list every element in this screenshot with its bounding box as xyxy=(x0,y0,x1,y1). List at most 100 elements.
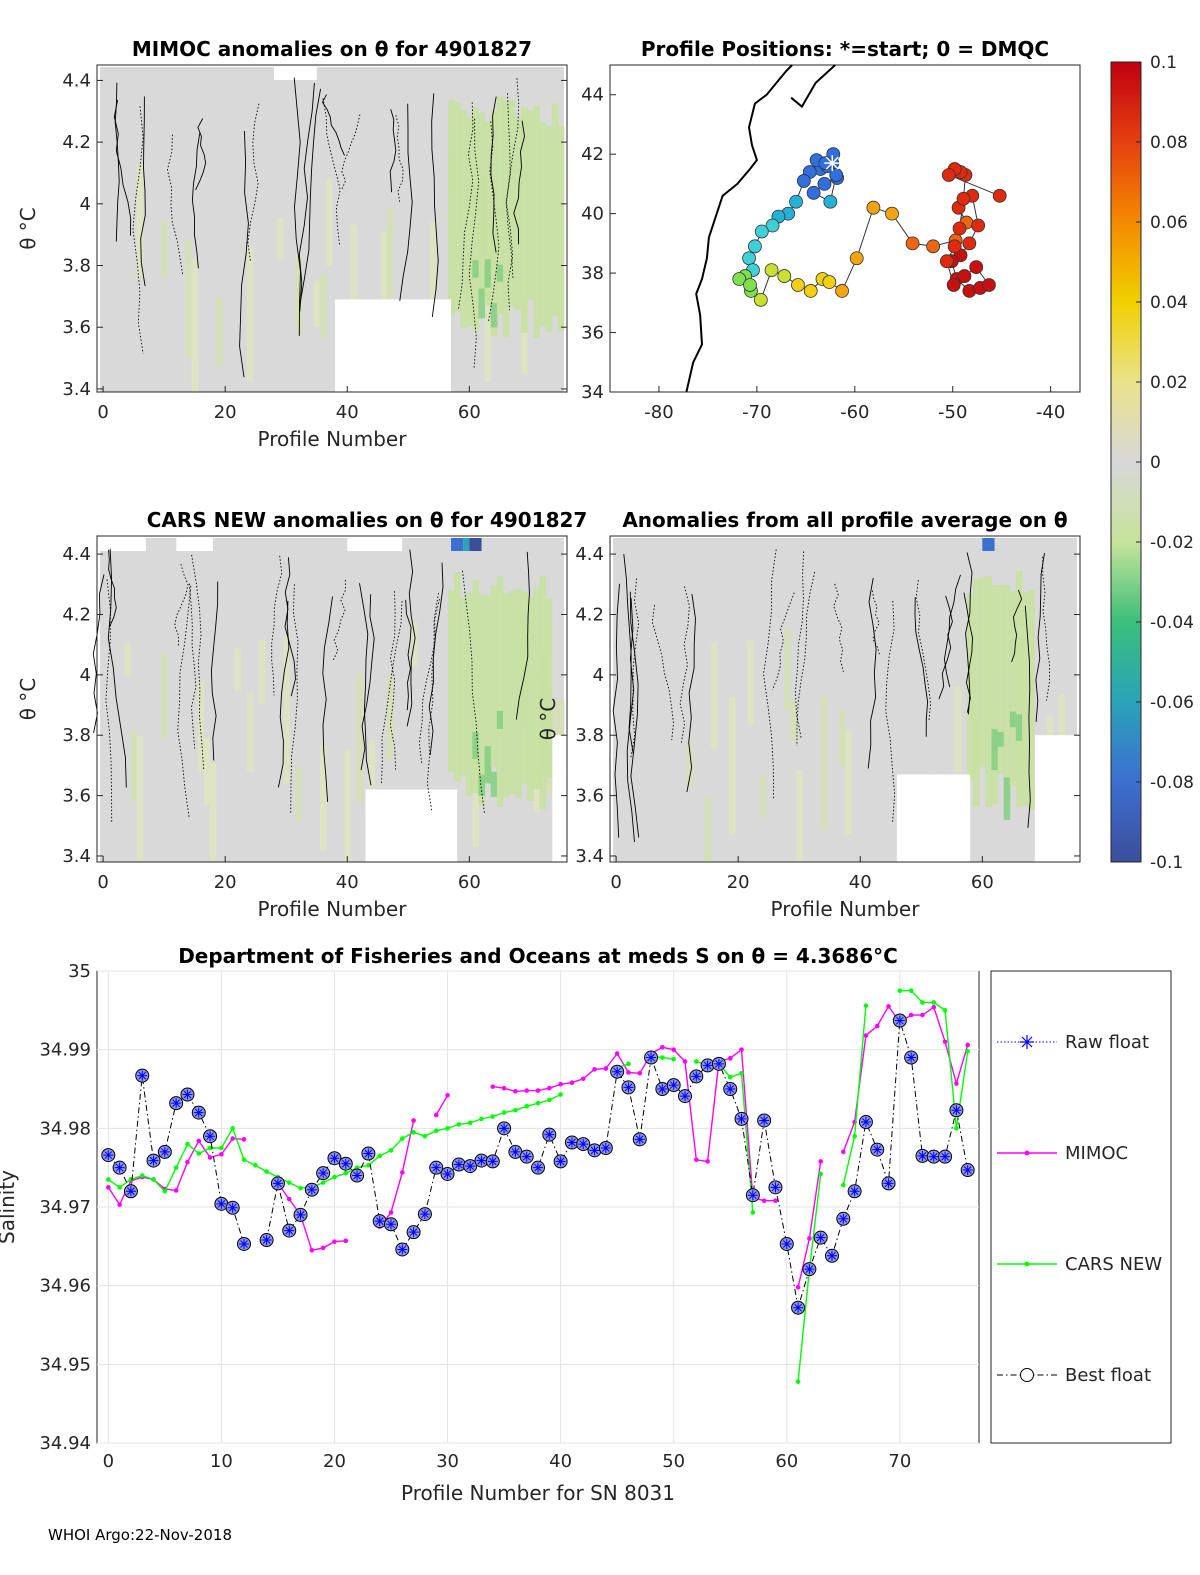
mimoc-point xyxy=(694,1157,699,1163)
mimoc-contour xyxy=(195,118,207,191)
mimoc-band xyxy=(447,99,455,317)
cars-point xyxy=(920,1000,925,1005)
position-marker xyxy=(962,236,977,251)
cars-band-strong xyxy=(496,710,504,729)
raw-float-point xyxy=(386,1219,396,1230)
position-marker xyxy=(905,236,920,251)
cars-point xyxy=(286,1180,292,1185)
allavg-band-strong xyxy=(1015,714,1023,741)
mimoc-tint xyxy=(319,274,327,338)
cars-mask-right xyxy=(552,735,567,862)
cars-tint xyxy=(234,648,241,692)
cars-point xyxy=(377,1153,382,1159)
mimoc-tint xyxy=(191,259,199,392)
raw-float-point xyxy=(917,1150,928,1161)
cars-mask-top xyxy=(347,537,403,551)
cars-point xyxy=(366,1163,371,1168)
raw-float-point xyxy=(261,1235,272,1246)
cars-point xyxy=(332,1174,337,1180)
raw-float-point xyxy=(962,1165,973,1176)
allavg-band-strong xyxy=(1003,777,1011,820)
allavg-contour xyxy=(612,583,620,838)
allavg-band xyxy=(1022,592,1029,805)
allavg-contour xyxy=(623,553,634,754)
cars-point xyxy=(660,1055,665,1060)
mimoc-point xyxy=(773,1198,778,1204)
mimoc-point xyxy=(558,1081,563,1087)
cars-point xyxy=(942,1008,948,1013)
raw-float-point xyxy=(872,1144,883,1155)
mimoc-tint xyxy=(136,163,144,279)
cars-point xyxy=(535,1100,541,1106)
mimoc-tint xyxy=(246,246,254,382)
salinity-legend: Raw float MIMOC CARS NEW Best float xyxy=(990,970,1172,1444)
position-marker xyxy=(992,188,1007,203)
raw-float-point xyxy=(533,1162,543,1173)
allavg-contour xyxy=(965,552,973,715)
cars-band-strong xyxy=(478,774,486,796)
positions-ytick-label: 42 xyxy=(581,144,604,165)
cars-point xyxy=(320,1180,326,1185)
cars-point xyxy=(727,1074,733,1080)
mimoc-ylabel: θ °C xyxy=(16,207,40,250)
legend-box xyxy=(990,970,1172,1444)
mimoc-tint xyxy=(295,256,302,335)
cars-point xyxy=(739,1070,744,1076)
cars-band xyxy=(460,597,467,777)
mimoc-band-strong xyxy=(496,264,504,282)
raw-float-point xyxy=(431,1162,442,1173)
mimoc-point xyxy=(569,1080,575,1086)
position-marker xyxy=(849,251,864,266)
cars-ytick-label: 4.2 xyxy=(62,604,91,625)
position-marker xyxy=(926,239,941,254)
cars-inner-label: θ °C xyxy=(536,698,560,741)
allavg-contour xyxy=(1011,589,1023,663)
cars-point xyxy=(897,988,903,993)
raw-float-point xyxy=(453,1159,464,1170)
cars-xtick-label: 60 xyxy=(458,872,481,893)
allavg-band xyxy=(973,579,980,807)
mimoc-xtick-label: 0 xyxy=(97,402,108,423)
cars-point xyxy=(185,1141,190,1147)
position-marker xyxy=(969,260,984,275)
mimoc-point xyxy=(886,1004,891,1009)
cars-point xyxy=(151,1177,156,1182)
cars-point xyxy=(841,1182,846,1188)
mimoc-contour xyxy=(321,94,345,156)
mimoc-contour xyxy=(505,93,514,311)
mimoc-band xyxy=(478,112,486,298)
cars-xtick-label: 0 xyxy=(97,872,108,893)
allavg-tint xyxy=(820,697,828,830)
position-marker xyxy=(743,278,757,292)
cars-band xyxy=(496,576,504,807)
cars-point xyxy=(241,1157,247,1163)
allavg-xtick-label: 60 xyxy=(971,872,994,893)
cars-point xyxy=(818,1171,823,1177)
raw-float-point xyxy=(589,1145,600,1156)
cars-point xyxy=(852,1133,857,1139)
raw-float-point xyxy=(793,1302,804,1313)
cars-point xyxy=(196,1151,202,1156)
cars-tint xyxy=(356,673,364,803)
cars-tint xyxy=(411,621,418,667)
allavg-xtick-label: 0 xyxy=(610,872,621,893)
cars-point xyxy=(931,1000,937,1005)
raw-float-point xyxy=(951,1105,962,1116)
mimoc-contour xyxy=(298,82,315,312)
mimoc-mask-top xyxy=(274,66,317,80)
position-marker xyxy=(789,194,803,209)
cars-contour xyxy=(381,601,403,784)
cars-contour xyxy=(92,574,105,733)
positions-frame xyxy=(609,64,1081,393)
raw-float-point xyxy=(182,1089,193,1100)
mimoc-band xyxy=(496,96,504,315)
cars-point xyxy=(965,1048,970,1054)
raw-float-point xyxy=(408,1227,419,1238)
mimoc-band xyxy=(502,99,510,338)
cars-band xyxy=(454,572,461,782)
cars-tint xyxy=(124,643,132,676)
mimoc-xtick-label: 40 xyxy=(336,402,359,423)
mimoc-mask xyxy=(335,299,452,392)
raw-float-point xyxy=(894,1015,905,1026)
